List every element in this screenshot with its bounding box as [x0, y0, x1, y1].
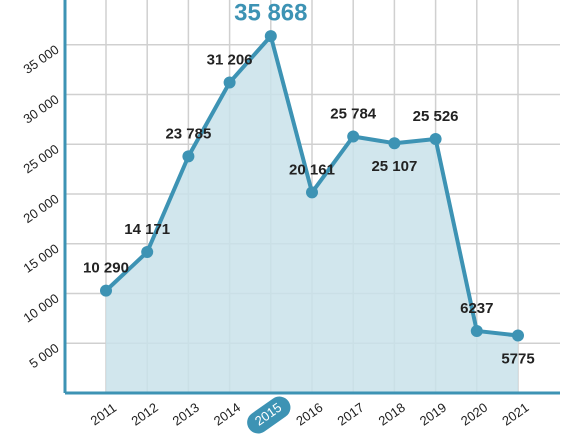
x-tick-label: 2017	[334, 400, 366, 429]
value-label: 31 206	[207, 51, 253, 68]
point	[388, 137, 401, 150]
x-tick-label: 2014	[211, 400, 243, 429]
point	[141, 246, 154, 259]
value-label: 23 785	[165, 125, 211, 142]
value-label: 25 784	[330, 105, 377, 122]
x-tick-label: 2021	[499, 400, 531, 429]
x-tick-label: 2016	[293, 400, 325, 429]
y-tick-label: 15 000	[21, 241, 62, 276]
area	[106, 36, 518, 393]
value-label: 35 868	[234, 0, 307, 26]
y-tick-label: 5 000	[26, 340, 61, 371]
value-label: 6237	[460, 300, 493, 317]
y-tick-label: 20 000	[21, 191, 62, 226]
value-label: 20 161	[289, 161, 335, 178]
x-tick-label: 2011	[88, 400, 120, 428]
highlight-pill	[247, 396, 291, 434]
point	[429, 133, 442, 146]
x-tick-label: 2019	[417, 400, 449, 429]
value-label: 5775	[501, 351, 534, 368]
y-tick-label: 30 000	[21, 92, 62, 127]
y-tick-label: 25 000	[21, 141, 62, 176]
point	[264, 30, 277, 43]
point	[347, 130, 360, 143]
point	[512, 329, 524, 342]
point	[306, 186, 318, 199]
point	[100, 284, 112, 297]
value-label: 25 526	[413, 108, 459, 125]
point	[470, 324, 483, 337]
value-label: 25 107	[371, 158, 417, 175]
x-tick-label: 2012	[128, 400, 160, 429]
y-tick-label: 10 000	[21, 290, 62, 325]
value-label: 14 171	[124, 221, 170, 238]
y-tick-label: 35 000	[21, 42, 62, 77]
point	[182, 150, 195, 163]
x-tick-label: 2018	[376, 400, 408, 429]
x-tick-label: 2020	[458, 400, 490, 429]
value-label: 10 290	[83, 260, 129, 277]
point	[223, 76, 236, 89]
x-tick-label: 2013	[170, 400, 202, 429]
